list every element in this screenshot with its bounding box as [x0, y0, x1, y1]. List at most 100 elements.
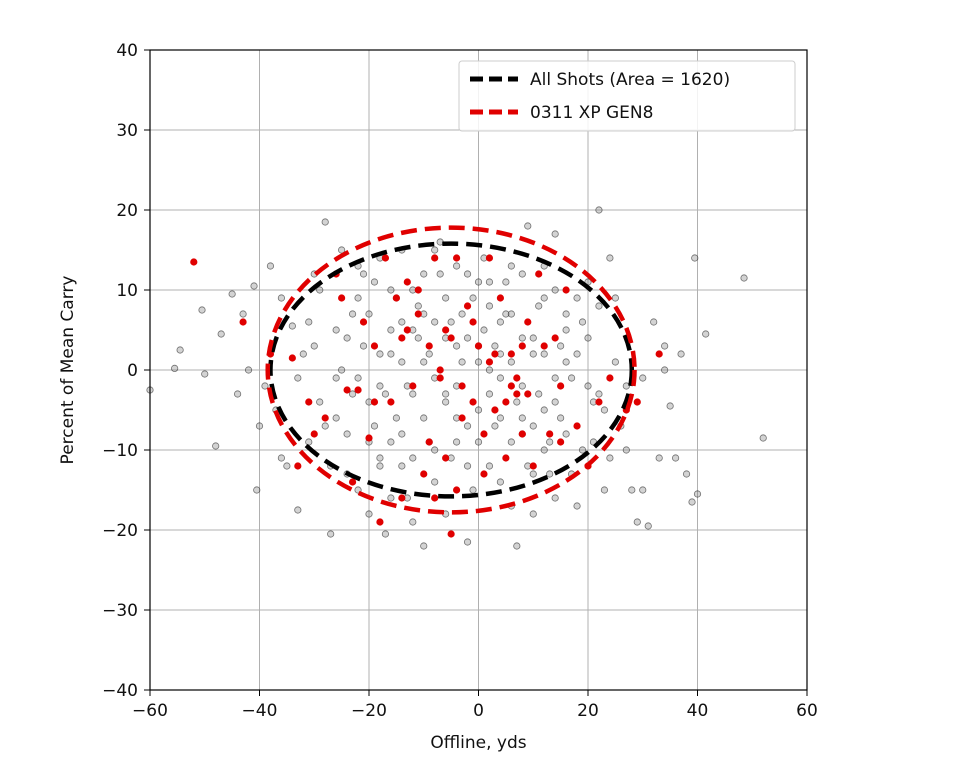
shot-point [595, 390, 603, 398]
club-shot-point [310, 430, 318, 438]
shot-point [518, 334, 526, 342]
shot-point [661, 342, 669, 350]
shot-point [277, 294, 285, 302]
shot-point [348, 310, 357, 318]
y-tick-label: 30 [116, 121, 138, 141]
club-shot-point [453, 486, 461, 494]
y-tick-label: 40 [116, 41, 138, 61]
shot-point [365, 310, 373, 318]
shot-point [740, 274, 748, 282]
shot-point [452, 438, 461, 446]
club-shot-point [409, 382, 417, 390]
shot-point [485, 462, 494, 470]
shot-point [524, 222, 532, 230]
shot-point [463, 270, 472, 278]
shot-point [387, 494, 395, 502]
club-shot-point [338, 294, 346, 302]
y-tick-label: −40 [102, 681, 138, 701]
y-tick-label: −30 [102, 601, 138, 621]
shot-point [562, 326, 570, 334]
club-shot-point [474, 342, 483, 350]
club-shot-point [513, 390, 521, 398]
shot-point [573, 294, 581, 302]
shot-point [442, 294, 450, 302]
club-shot-point [442, 454, 450, 462]
club-shot-point [469, 398, 477, 406]
shot-point [562, 310, 570, 318]
dispersion-ellipses [265, 225, 637, 515]
shot-point [513, 398, 521, 406]
x-axis-label: Offline, yds [430, 733, 526, 753]
shot-point [469, 486, 477, 494]
shot-point [535, 302, 543, 310]
shot-point [518, 382, 526, 390]
club-shot-point [633, 398, 641, 406]
shot-point [381, 390, 390, 398]
club-shot-point [376, 518, 384, 526]
club-shot-point [458, 382, 466, 390]
x-tick-label: 0 [473, 701, 484, 721]
club-shot-point [348, 478, 357, 486]
shot-point [370, 422, 379, 430]
club-shot-point [546, 430, 554, 438]
shot-point [332, 414, 340, 422]
shot-point [452, 262, 461, 270]
club-shot-point [507, 350, 515, 358]
club-shot-point [524, 318, 532, 326]
shot-point [376, 382, 384, 390]
x-tick-label: −40 [242, 701, 278, 721]
shot-point [420, 358, 428, 366]
shot-point [496, 374, 504, 382]
shot-point [507, 438, 515, 446]
grid-lines [149, 49, 808, 691]
shot-point [463, 538, 472, 546]
shot-point [343, 430, 351, 438]
club-shot-point [458, 414, 466, 422]
shot-point [639, 374, 647, 382]
shot-point [518, 270, 526, 278]
shot-point [447, 318, 455, 326]
shot-point [359, 342, 368, 350]
shot-point [332, 374, 340, 382]
shot-point [327, 530, 335, 538]
shot-point [387, 286, 395, 294]
all-shots-ellipse [268, 241, 635, 499]
club-shot-point [485, 358, 494, 366]
shot-point [562, 358, 570, 366]
shot-point [176, 346, 184, 354]
shot-point [217, 330, 225, 338]
shot-point [507, 310, 515, 318]
shot-point [431, 478, 439, 486]
shot-point [688, 498, 696, 506]
shot-point [496, 414, 504, 422]
shot-point [253, 486, 261, 494]
x-tick-label: −20 [351, 701, 387, 721]
shot-point [682, 470, 691, 478]
shot-point [343, 334, 351, 342]
shot-point [409, 454, 417, 462]
shot-point [529, 334, 537, 342]
shot-point [171, 364, 179, 372]
shot-point [431, 318, 439, 326]
shot-point [212, 442, 220, 450]
shot-point [507, 262, 515, 270]
club-ellipse [265, 225, 637, 515]
shot-point [502, 310, 510, 318]
shot-point [392, 414, 400, 422]
shot-point [414, 302, 422, 310]
club-shot-point [425, 342, 433, 350]
shot-point [442, 398, 450, 406]
shot-point [496, 478, 504, 486]
shot-point [387, 326, 395, 334]
shot-point [414, 334, 422, 342]
shot-point [551, 230, 559, 238]
club-shot-point [359, 318, 368, 326]
club-shot-point [480, 470, 488, 478]
shot-point [201, 370, 209, 378]
shot-point [578, 446, 587, 454]
shot-point [540, 406, 548, 414]
shot-point [348, 390, 357, 398]
shot-point [551, 494, 559, 502]
club-shot-point [354, 386, 362, 394]
y-tick-label: 0 [127, 361, 138, 381]
